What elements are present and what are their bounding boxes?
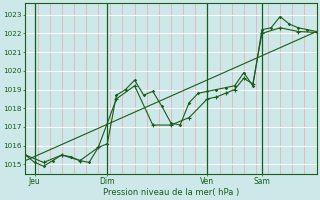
X-axis label: Pression niveau de la mer( hPa ): Pression niveau de la mer( hPa ) [103, 188, 239, 197]
